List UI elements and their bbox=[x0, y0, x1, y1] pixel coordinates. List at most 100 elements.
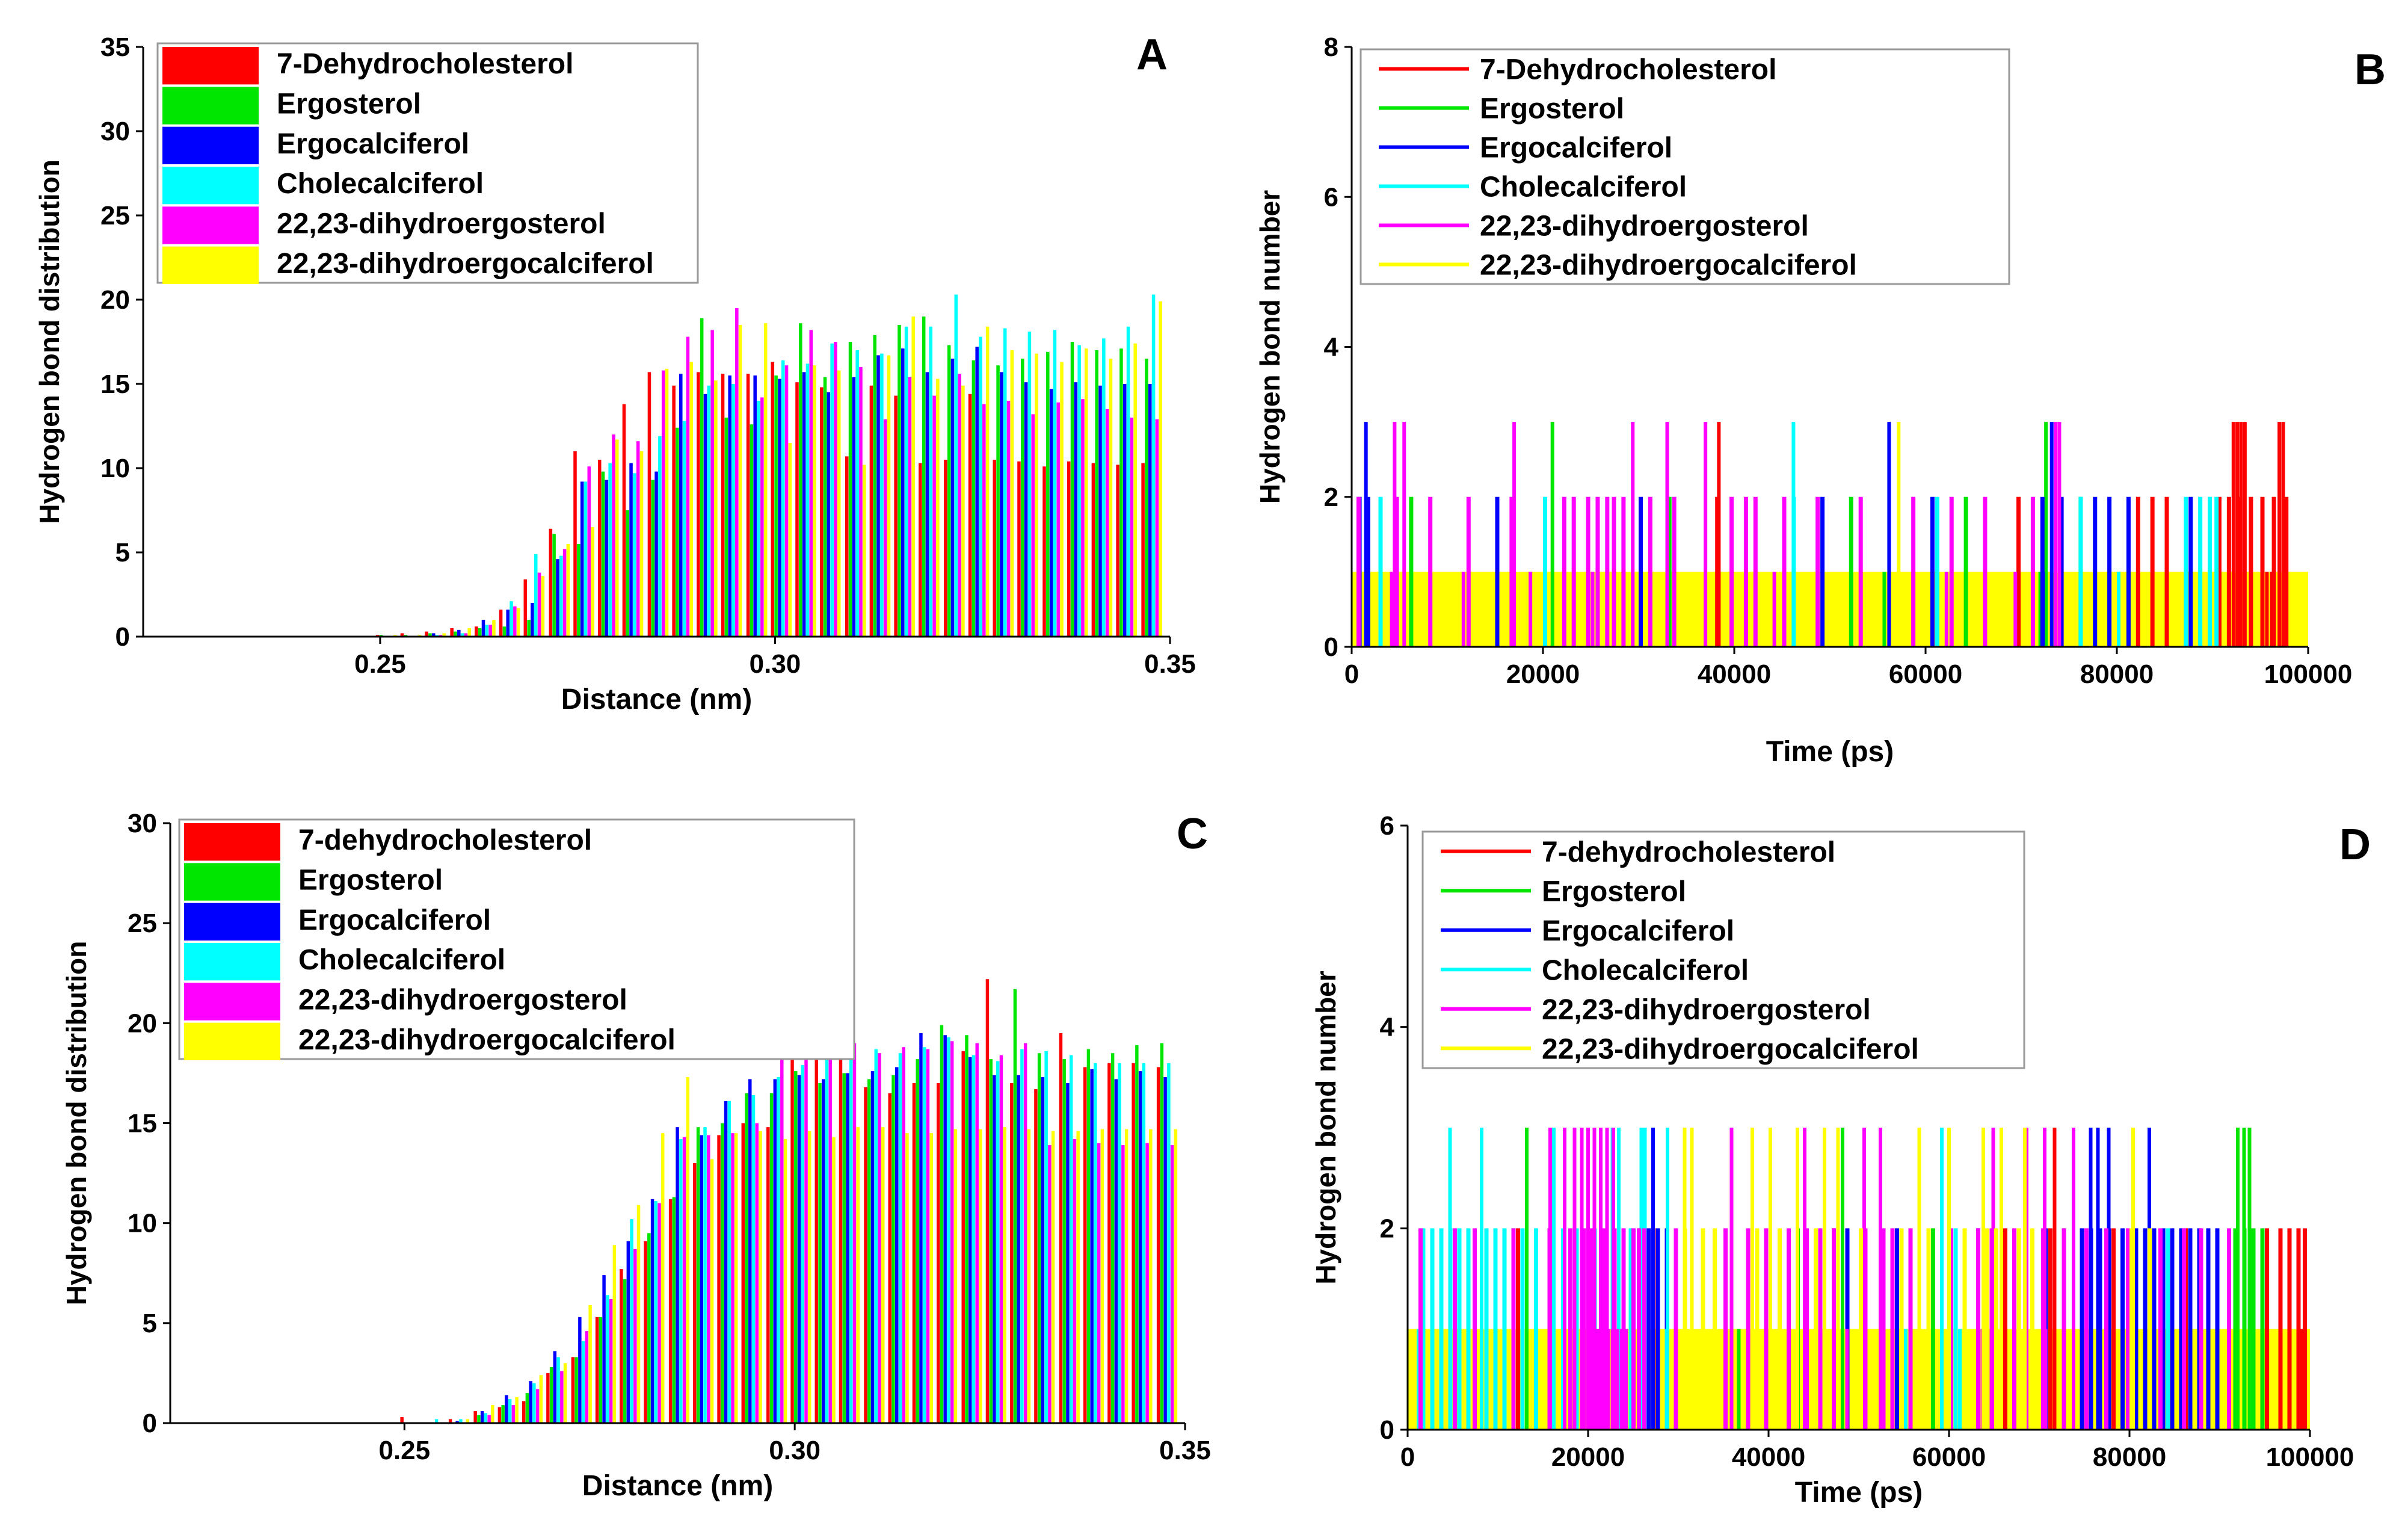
hbond-spike bbox=[1612, 1128, 1615, 1430]
hbond-spike bbox=[1751, 1128, 1754, 1430]
hbond-spike bbox=[1729, 496, 1734, 647]
hbond-spike bbox=[1637, 1228, 1641, 1430]
legend-swatch bbox=[184, 983, 280, 1021]
bar bbox=[478, 628, 482, 637]
hbond-spike bbox=[1466, 1228, 1471, 1430]
bar bbox=[574, 1357, 578, 1423]
hbond-spike bbox=[1947, 1128, 1951, 1430]
legend-label: 22,23-dihydroergosterol bbox=[298, 984, 627, 1016]
bar bbox=[679, 1139, 683, 1423]
bar bbox=[513, 606, 517, 637]
bar bbox=[996, 365, 1000, 637]
hbond-spike bbox=[1664, 1329, 1669, 1430]
bar bbox=[1013, 989, 1017, 1423]
bar bbox=[834, 342, 837, 637]
legend-box bbox=[1421, 830, 2025, 1069]
bar bbox=[605, 480, 609, 637]
hbond-spike bbox=[1548, 1128, 1552, 1430]
hbond-spike bbox=[1897, 422, 1901, 647]
x-tick-label: 60000 bbox=[1912, 1442, 1986, 1472]
plot-area bbox=[1352, 422, 2308, 647]
hbond-spike bbox=[1963, 496, 1968, 647]
bar bbox=[623, 1279, 627, 1423]
hbond-spike bbox=[2059, 496, 2064, 647]
hbond-spike bbox=[2227, 1228, 2231, 1430]
bar bbox=[1130, 418, 1134, 637]
hbond-spike bbox=[1911, 496, 1916, 647]
hbond-spike bbox=[2096, 1128, 2100, 1430]
bar bbox=[1074, 382, 1078, 637]
hbond-spike bbox=[1858, 496, 1863, 647]
bar bbox=[947, 1037, 950, 1423]
hbond-spike bbox=[1624, 1329, 1628, 1430]
bar bbox=[587, 466, 591, 637]
x-tick-label: 80000 bbox=[2080, 659, 2154, 689]
bar bbox=[1097, 1143, 1101, 1423]
bar bbox=[1114, 1079, 1118, 1423]
hbond-spike bbox=[1904, 1329, 1908, 1430]
legend-swatch bbox=[162, 87, 259, 125]
hbond-spike bbox=[1713, 1228, 1717, 1430]
hbond-spike bbox=[1782, 496, 1787, 647]
bar bbox=[560, 1371, 564, 1423]
bar bbox=[1017, 461, 1021, 637]
legend-label: Cholecalciferol bbox=[277, 168, 484, 200]
bar bbox=[1034, 1089, 1038, 1423]
hbond-spike bbox=[1949, 1228, 1953, 1430]
hbond-spike bbox=[2012, 1228, 2016, 1430]
bar bbox=[908, 377, 912, 637]
hbond-spike bbox=[2117, 572, 2120, 647]
legend-label: Ergocalciferol bbox=[1542, 915, 1734, 947]
bar bbox=[693, 1163, 697, 1423]
hbond-spike bbox=[1764, 1329, 1768, 1430]
bar bbox=[769, 1093, 774, 1423]
plot-area bbox=[375, 294, 1162, 637]
bar bbox=[809, 330, 813, 637]
bar bbox=[721, 1123, 724, 1423]
bar bbox=[647, 372, 651, 637]
panel-tag: C bbox=[1177, 810, 1208, 858]
hbond-spike bbox=[1672, 496, 1677, 647]
bar bbox=[1037, 1053, 1041, 1423]
hbond-spike bbox=[1457, 1228, 1462, 1430]
hbond-spike bbox=[1674, 1228, 1678, 1430]
bar bbox=[1085, 348, 1088, 637]
bar bbox=[553, 1351, 557, 1423]
bar bbox=[549, 1367, 553, 1423]
hbond-spike bbox=[2251, 1228, 2256, 1430]
hbond-spike bbox=[2260, 1228, 2265, 1430]
bar bbox=[696, 1127, 700, 1423]
y-tick-label: 10 bbox=[100, 454, 130, 483]
bar bbox=[559, 555, 563, 637]
y-tick-label: 35 bbox=[100, 32, 130, 62]
bar bbox=[606, 1295, 609, 1423]
y-tick-label: 5 bbox=[115, 538, 130, 567]
legend-label: 22,23-dihydroergosterol bbox=[277, 208, 606, 240]
bar bbox=[873, 335, 876, 637]
hbond-spike bbox=[2043, 1128, 2046, 1430]
bar bbox=[1119, 348, 1123, 637]
bar bbox=[460, 633, 464, 637]
bar bbox=[573, 451, 577, 637]
bar bbox=[535, 1389, 540, 1423]
bar bbox=[1077, 345, 1081, 637]
bar bbox=[1102, 338, 1106, 637]
bar bbox=[985, 326, 990, 637]
bar bbox=[581, 1341, 585, 1423]
hbond-spike bbox=[2054, 422, 2058, 647]
bar bbox=[953, 1129, 958, 1423]
hbond-spike bbox=[1953, 1228, 1958, 1430]
bar bbox=[1138, 1071, 1142, 1423]
hbond-spike bbox=[1882, 572, 1886, 647]
legend-swatch bbox=[162, 206, 259, 244]
bar bbox=[968, 1057, 972, 1423]
bar bbox=[916, 1059, 919, 1423]
bar bbox=[591, 527, 594, 637]
hbond-spike bbox=[2043, 1329, 2048, 1430]
bar bbox=[947, 345, 951, 637]
bar bbox=[784, 365, 789, 637]
bar bbox=[1126, 326, 1130, 637]
hbond-spike bbox=[2023, 1128, 2027, 1430]
bar bbox=[926, 1049, 930, 1423]
hbond-spike bbox=[2080, 1228, 2084, 1430]
